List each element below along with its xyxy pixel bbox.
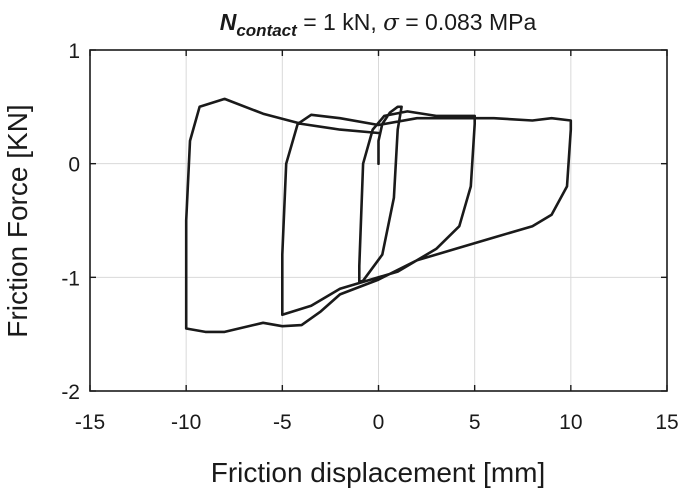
- y-tick-label: -2: [61, 381, 80, 404]
- y-tick-label: 1: [68, 40, 80, 63]
- x-axis-label: Friction displacement [mm]: [211, 457, 546, 488]
- x-tick-label: -10: [171, 411, 201, 434]
- title-rest-1: = 1 kN,: [297, 9, 383, 35]
- series-layer: [184, 97, 573, 334]
- y-tick-labels: -2 -1 0 1: [61, 40, 80, 404]
- title-sigma: σ: [383, 10, 400, 36]
- grid-lines: [90, 50, 667, 391]
- x-tick-label: 10: [559, 411, 582, 434]
- x-tick-label: 0: [373, 411, 385, 434]
- title-symbol: N: [220, 9, 237, 35]
- y-tick-label: -1: [61, 267, 80, 290]
- x-tick-label: -15: [75, 411, 105, 434]
- y-tick-label: 0: [68, 154, 80, 177]
- x-tick-labels: -15 -10 -5 0 5 10 15: [75, 411, 679, 434]
- series-line-0: [184, 97, 573, 334]
- x-tick-label: 5: [469, 411, 481, 434]
- y-axis-label: Friction Force [KN]: [2, 104, 33, 337]
- chart-title: Ncontact = 1 kN, σ = 0.083 MPa: [220, 9, 537, 40]
- x-tick-label: 15: [655, 411, 678, 434]
- title-subscript: contact: [236, 21, 298, 40]
- plot-frame: [89, 49, 668, 392]
- x-tick-label: -5: [273, 411, 292, 434]
- title-rest-2: = 0.083 MPa: [399, 9, 537, 35]
